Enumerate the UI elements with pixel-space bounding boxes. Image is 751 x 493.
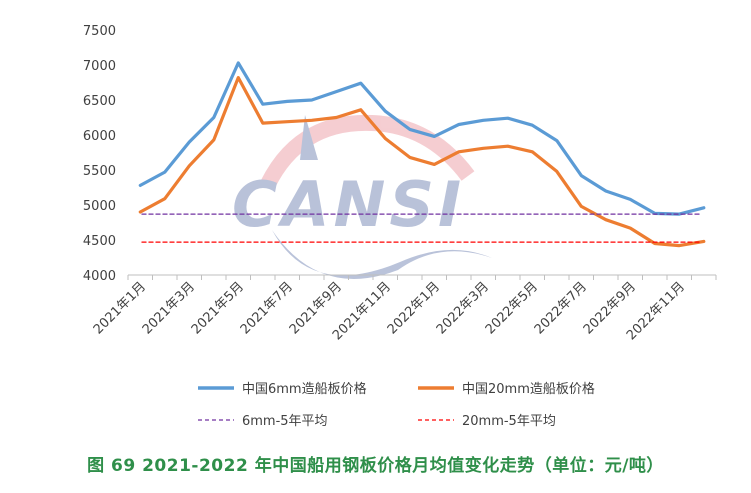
legend-label-4: 20mm-5年平均 [462, 414, 556, 429]
legend-label-2: 中国20mm造船板价格 [462, 381, 595, 397]
figure-caption: 图 69 2021-2022 年中国船用钢板价格月均值变化走势（单位：元/吨） [87, 456, 664, 476]
line-chart: CANSI 4000 4500 5000 5500 6000 6500 7000 7500 20… [83, 24, 717, 429]
legend-label-3: 6mm-5年平均 [242, 414, 328, 429]
y-tick-label: 5000 [83, 199, 116, 214]
y-tick-label: 7000 [83, 59, 116, 74]
y-tick-label: 7500 [83, 24, 116, 39]
y-tick-label: 6000 [83, 129, 116, 144]
legend-label-1: 中国6mm造船板价格 [242, 381, 367, 397]
series-line-2 [138, 75, 706, 248]
y-tick-label: 5500 [83, 164, 116, 179]
y-tick-label: 4000 [83, 269, 116, 284]
cansi-watermark-logo: CANSI [232, 114, 492, 279]
y-tick-label: 4500 [83, 234, 116, 249]
chart-legend: 中国6mm造船板价格 中国20mm造船板价格 6mm-5年平均 20mm-5年平均 [198, 381, 595, 429]
y-tick-label: 6500 [83, 94, 116, 109]
svg-text:CANSI: CANSI [232, 168, 465, 241]
series-line-1 [138, 61, 706, 216]
chart-series [138, 61, 706, 248]
